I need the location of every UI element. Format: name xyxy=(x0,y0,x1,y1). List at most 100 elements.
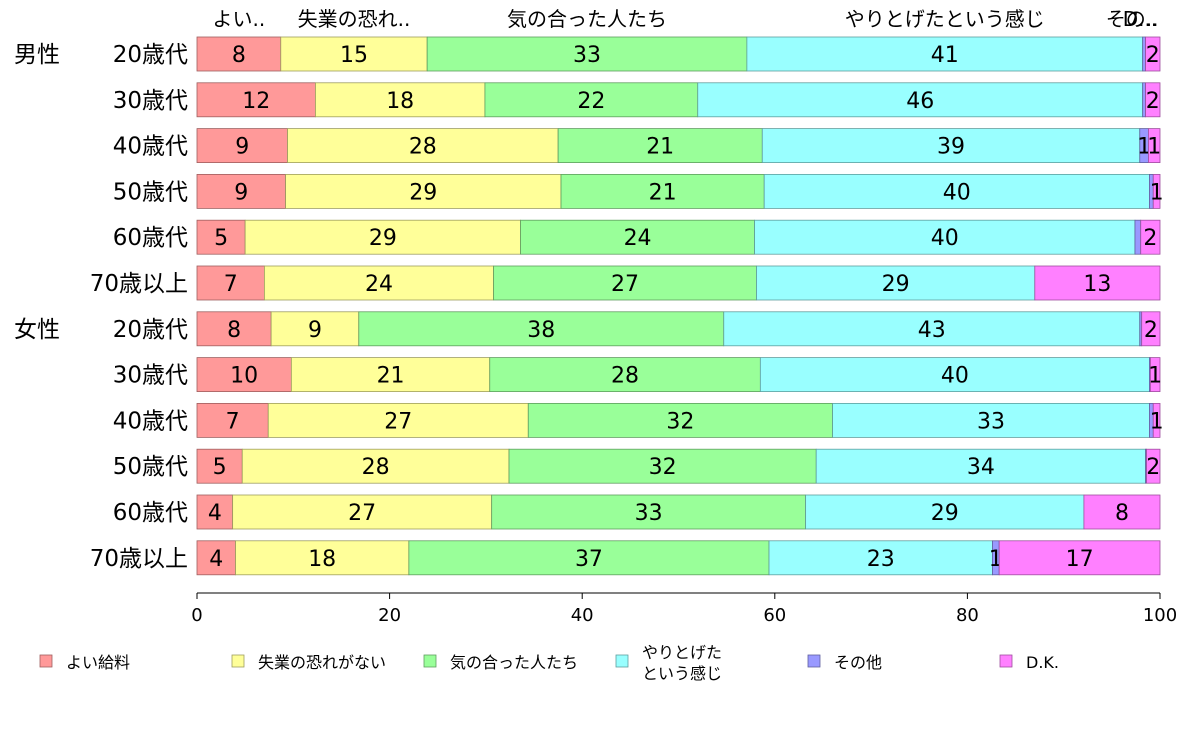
bar-segment xyxy=(196,357,292,393)
bar-segment xyxy=(196,402,269,438)
value-label: 7 xyxy=(226,409,240,434)
value-label: 21 xyxy=(646,135,674,160)
category-label: 70歳以上 xyxy=(90,546,188,572)
header-label: 失業の恐れ.. xyxy=(298,7,411,31)
bar-segment xyxy=(244,219,521,255)
header-label: やりとげたという感じ xyxy=(845,7,1045,31)
value-label: 4 xyxy=(209,547,223,572)
legend-label: やりとげたという感じ xyxy=(642,643,722,683)
value-label: 21 xyxy=(649,180,677,205)
legend-label: その他 xyxy=(834,653,882,672)
value-label: 24 xyxy=(365,272,393,297)
legend-label: D.K. xyxy=(1026,653,1059,672)
legend: よい給料 失業の恐れがない 気の合った人たち やりとげたという感じ その他 D.K. xyxy=(39,643,1059,683)
value-label: 27 xyxy=(348,501,376,526)
bar-segment xyxy=(315,82,486,118)
value-label: 13 xyxy=(1083,272,1111,297)
bar-segment xyxy=(264,265,495,301)
value-label: 29 xyxy=(882,272,910,297)
value-label: 21 xyxy=(377,364,405,389)
value-label: 28 xyxy=(362,455,390,480)
value-label: 18 xyxy=(308,547,336,572)
category-label: 40歳代 xyxy=(113,408,188,434)
bar-segment xyxy=(815,448,1146,484)
bar-segment xyxy=(527,402,833,438)
value-label: 28 xyxy=(409,135,437,160)
x-tick-label: 20 xyxy=(378,605,401,626)
bar-segment xyxy=(1152,173,1161,209)
legend-swatch xyxy=(39,654,53,668)
value-label: 27 xyxy=(611,272,639,297)
category-label: 50歳代 xyxy=(113,179,188,205)
value-label: 23 xyxy=(867,547,895,572)
bar-segment xyxy=(196,265,265,301)
value-label: 28 xyxy=(611,364,639,389)
bar-segment xyxy=(557,128,763,164)
legend-swatch xyxy=(423,654,437,668)
legend-swatch xyxy=(999,654,1013,668)
value-label: 9 xyxy=(234,180,248,205)
value-label: 1 xyxy=(1150,180,1164,205)
value-label: 5 xyxy=(214,226,228,251)
category-label: 20歳代 xyxy=(113,42,188,68)
series-header-labels: よい.. 失業の恐れ.. 気の合った人たち やりとげたという感じ その..D... xyxy=(213,7,1159,31)
value-label: 7 xyxy=(224,272,238,297)
bar-segment xyxy=(280,36,428,72)
value-label: 22 xyxy=(577,89,605,114)
value-label: 15 xyxy=(340,43,368,68)
bar-segment xyxy=(1145,36,1161,72)
value-label: 12 xyxy=(242,89,270,114)
bar-segment xyxy=(832,402,1150,438)
bar-segment xyxy=(508,448,817,484)
value-label: 33 xyxy=(977,409,1005,434)
value-label: 2 xyxy=(1143,226,1157,251)
bar-segment xyxy=(196,540,236,576)
bar-segment xyxy=(196,173,286,209)
value-label: 33 xyxy=(635,501,663,526)
header-label: よい.. xyxy=(213,7,266,31)
x-tick-label: 0 xyxy=(191,605,202,626)
bar-segment xyxy=(763,173,1150,209)
bar-segment xyxy=(1140,219,1161,255)
category-label: 40歳代 xyxy=(113,134,188,160)
value-label: 37 xyxy=(575,547,603,572)
bar-segment xyxy=(270,311,360,347)
value-label: 2 xyxy=(1144,318,1158,343)
value-label: 40 xyxy=(943,180,971,205)
value-label: 18 xyxy=(386,89,414,114)
category-label: 20歳代 xyxy=(113,317,188,343)
bar-segment xyxy=(746,36,1144,72)
value-label: 40 xyxy=(941,364,969,389)
value-label: 9 xyxy=(308,318,322,343)
value-label: 32 xyxy=(666,409,694,434)
bar-segment xyxy=(232,494,493,530)
bar-segment xyxy=(1145,82,1161,118)
bars: 8 15 33 41 212 18 22 46 29 28 21 39 119 29 21 40 15 29 24 4… xyxy=(196,36,1164,576)
bar-segment xyxy=(1134,219,1142,255)
bar-segment xyxy=(1148,128,1161,164)
value-label: 2 xyxy=(1146,89,1160,114)
bar-segment xyxy=(196,448,243,484)
bar-segment xyxy=(1152,402,1161,438)
bar-segment xyxy=(1083,494,1161,530)
value-label: 4 xyxy=(208,501,222,526)
bar-segment xyxy=(196,36,282,72)
bar-segment xyxy=(285,173,562,209)
category-label: 50歳代 xyxy=(113,454,188,480)
header-label: 気の合った人たち xyxy=(507,7,667,31)
bar-segment xyxy=(1034,265,1161,301)
category-label: 30歳代 xyxy=(113,363,188,389)
x-tick-label: 60 xyxy=(763,605,786,626)
header-label: D... xyxy=(1123,7,1157,31)
bar-segment xyxy=(805,494,1085,530)
x-axis: 0 20 40 60 80 100 xyxy=(191,592,1177,626)
legend-label: 気の合った人たち xyxy=(450,653,578,672)
value-label: 10 xyxy=(230,364,258,389)
value-label: 24 xyxy=(624,226,652,251)
value-label: 9 xyxy=(235,135,249,160)
value-label: 1 xyxy=(1137,135,1151,160)
value-label: 8 xyxy=(1115,501,1129,526)
bar-segment xyxy=(489,357,761,393)
value-label: 33 xyxy=(573,43,601,68)
